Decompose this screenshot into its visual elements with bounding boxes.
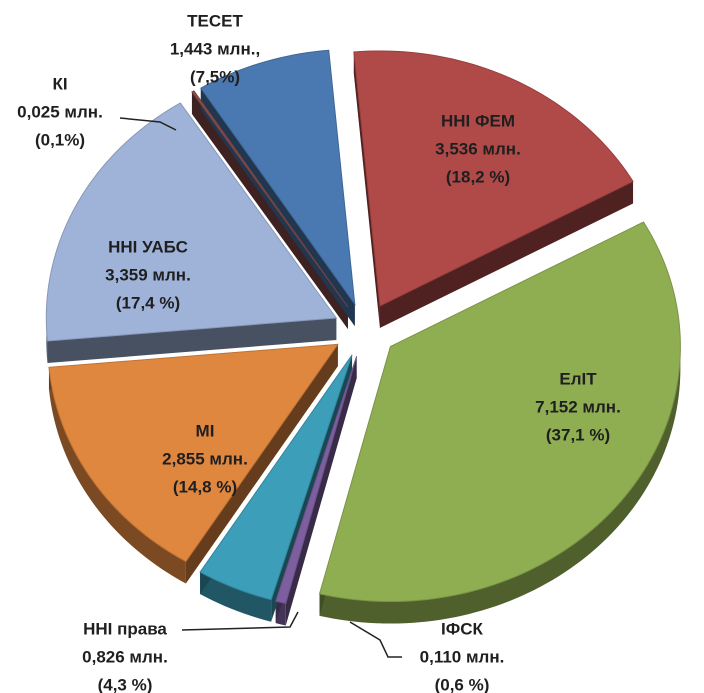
slice-side	[48, 367, 186, 584]
percent-label: (37,1 %)	[546, 425, 610, 444]
category-label: ЕлІТ	[559, 369, 597, 388]
percent-label: (7,5%)	[190, 67, 240, 86]
slice-edge	[200, 88, 355, 327]
labels: ННІ ФЕМ 3,536 млн. (18,2 %) ЕлІТ 7,152 млн. (…	[17, 11, 621, 693]
leader-line	[119, 117, 177, 131]
value-label: 3,359 млн.	[105, 265, 191, 284]
value-label: 2,855 млн.	[162, 449, 248, 468]
slice	[48, 343, 339, 563]
slice	[275, 356, 358, 605]
percent-label: (17,4 %)	[116, 293, 180, 312]
slice	[318, 221, 681, 603]
slice	[191, 90, 349, 308]
pie	[45, 49, 681, 626]
percent-label: (0,6 %)	[435, 675, 490, 693]
category-label: МІ	[196, 421, 215, 440]
slice-edge	[353, 51, 380, 328]
category-label: ННІ УАБС	[108, 237, 188, 256]
percent-label: (14,8 %)	[173, 477, 237, 496]
leader-line	[181, 611, 299, 631]
slice	[200, 49, 356, 307]
value-label: 0,110 млн.	[420, 647, 505, 666]
value-label: 0,826 млн.	[82, 647, 168, 666]
percent-label: (18,2 %)	[446, 167, 510, 186]
category-label: ІФСК	[441, 619, 484, 638]
slice-side	[200, 572, 272, 622]
category-label: ННІ права	[83, 619, 167, 638]
value-label: 0,025 млн.	[17, 102, 103, 121]
percent-label: (4,3 %)	[98, 675, 153, 693]
category-label: КІ	[52, 74, 67, 93]
slice	[45, 102, 338, 342]
percent-label: (0,1%)	[35, 130, 85, 149]
slice	[199, 354, 353, 601]
value-label: 1,443 млн.,	[170, 39, 260, 58]
slice-edge	[379, 181, 634, 328]
category-label: ННІ ФЕМ	[441, 111, 515, 130]
slice	[353, 50, 634, 307]
slice-edge	[185, 344, 338, 584]
slice-edge	[47, 318, 337, 363]
leader-line	[349, 621, 402, 658]
category-label: ТЕСЕТ	[187, 11, 243, 30]
value-label: 3,536 млн.	[435, 139, 521, 158]
value-label: 7,152 млн.	[535, 397, 621, 416]
